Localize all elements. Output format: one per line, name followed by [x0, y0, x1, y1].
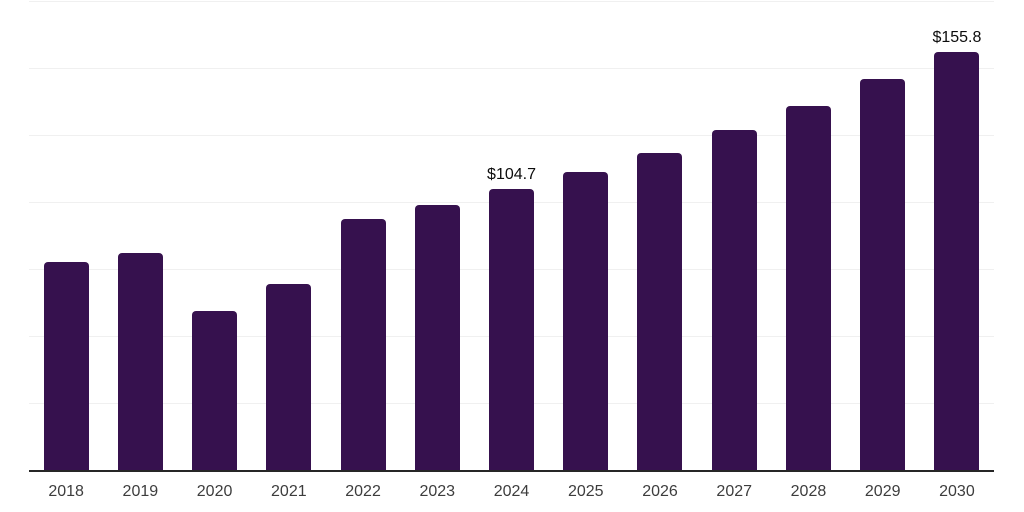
bar-2024	[489, 189, 535, 470]
bar-slot-2029	[846, 1, 920, 470]
bar-slot-2028	[771, 1, 845, 470]
x-tick-label-2019: 2019	[122, 483, 159, 500]
bar-slot-2019	[103, 1, 177, 470]
x-tick-label-2030: 2030	[939, 483, 975, 500]
x-tick-label-2026: 2026	[642, 483, 678, 500]
x-tick-label-2022: 2022	[345, 483, 381, 500]
bar-slot-2023	[400, 1, 474, 470]
bar-2020	[192, 310, 238, 470]
bar-slot-2026	[623, 1, 697, 470]
bar-slot-2022	[326, 1, 400, 470]
bar-slot-2020	[177, 1, 251, 470]
bar-value-label-2024: $104.7	[487, 166, 536, 184]
x-axis: 2018 2019 2020 2021 2022 2023 2024 2025 2026 2027…	[29, 483, 994, 501]
bar-2026	[637, 152, 683, 470]
bar-slot-2021	[252, 1, 326, 470]
bar-slot-2027	[697, 1, 771, 470]
bar-2027	[711, 130, 757, 470]
bar-2029	[860, 78, 906, 470]
bar-slot-2018	[29, 1, 103, 470]
bar-2023	[414, 205, 460, 470]
gridline	[29, 135, 994, 136]
bar-slot-2030: $155.8	[920, 1, 994, 470]
x-tick-label-2023: 2023	[419, 483, 456, 500]
bar-2019	[117, 252, 163, 470]
bar-slot-2025	[549, 1, 623, 470]
bar-2018	[43, 262, 89, 470]
bar-value-label-2030: $155.8	[932, 29, 982, 47]
x-tick-label-2021: 2021	[271, 483, 307, 500]
bar-2025	[563, 171, 609, 470]
x-tick-label-2027: 2027	[716, 483, 753, 500]
bars-row: $104.7 $155.8	[29, 1, 994, 470]
x-tick-label-2018: 2018	[48, 483, 84, 500]
bar-2028	[785, 106, 831, 470]
x-tick-label-2028: 2028	[790, 483, 827, 500]
bar-2021	[266, 284, 312, 470]
x-tick-label-2029: 2029	[864, 483, 901, 500]
bar-2030	[934, 52, 980, 470]
gridline	[29, 1, 994, 2]
x-tick-label-2024: 2024	[493, 483, 530, 500]
x-tick-label-2020: 2020	[196, 483, 233, 500]
x-tick-label-2025: 2025	[567, 483, 604, 500]
gridline	[29, 68, 994, 69]
bar-slot-2024: $104.7	[474, 1, 548, 470]
plot-area: $104.7 $155.8	[29, 1, 994, 472]
bar-2022	[340, 219, 386, 470]
